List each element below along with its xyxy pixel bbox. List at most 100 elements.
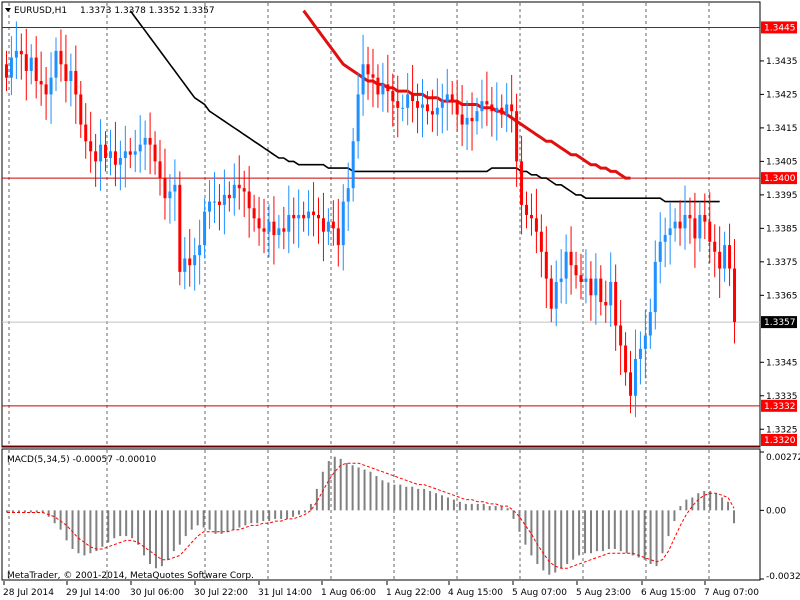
macd-histogram-bar (351, 465, 354, 511)
macd-histogram-bar (613, 510, 616, 549)
collapse-arrow-icon[interactable] (5, 8, 11, 12)
candle-body (703, 214, 707, 222)
macd-histogram-bar (166, 510, 169, 560)
macd-histogram-bar (578, 510, 581, 556)
candle-body (193, 255, 197, 266)
macd-histogram-bar (584, 510, 587, 554)
candle-body (554, 281, 558, 309)
vertical-grid (8, 3, 710, 579)
candle-body (178, 184, 182, 272)
candle-body (421, 104, 425, 108)
candle-body (470, 117, 474, 122)
candle-body (733, 268, 737, 323)
candle-body (663, 235, 667, 242)
macd-histogram-bar (464, 503, 467, 511)
macd-histogram-bar (268, 510, 271, 522)
candle-body (515, 111, 519, 162)
time-tick-label: 4 Aug 15:00 (448, 588, 503, 598)
candle-body (123, 151, 127, 159)
candle-body (326, 221, 330, 232)
macd-histogram-bar (512, 510, 515, 519)
macd-histogram-bar (470, 503, 473, 511)
macd-histogram-bar (107, 510, 110, 543)
macd-histogram-bar (393, 484, 396, 511)
macd-histogram-bar (131, 510, 134, 539)
candle-body (158, 161, 162, 179)
time-tick-label: 5 Aug 23:00 (576, 588, 631, 598)
candle-body (113, 151, 117, 165)
candle-body (257, 218, 261, 229)
current-price-tag (761, 316, 797, 329)
candle-body (29, 57, 33, 71)
candle-body (44, 84, 48, 95)
macd-histogram-bar (143, 510, 146, 556)
macd-histogram-bar (452, 499, 455, 511)
time-tick-label: 1 Aug 06:00 (321, 588, 376, 598)
candlesticks (4, 21, 737, 418)
macd-histogram-bar (172, 510, 175, 552)
macd-histogram-bar (35, 510, 38, 513)
candle-body (713, 241, 717, 252)
macd-histogram-bar (11, 510, 14, 513)
candle-body (69, 70, 73, 82)
candle-body (510, 104, 514, 112)
candle-body (272, 221, 276, 236)
candle-body (480, 101, 484, 112)
time-tick-label: 6 Aug 15:00 (641, 588, 696, 598)
candle-body (104, 144, 108, 159)
time-tick-label: 30 Jul 06:00 (130, 588, 184, 598)
candle-body (108, 151, 112, 159)
candle-body (678, 221, 682, 229)
candle-body (643, 335, 647, 349)
candle-body (237, 184, 241, 189)
candle-body (64, 64, 68, 82)
macd-histogram-bar (357, 467, 360, 511)
candle-body (401, 107, 405, 109)
macd-histogram-bar (387, 482, 390, 511)
macd-histogram-bar (709, 491, 712, 511)
candle-body (435, 107, 439, 115)
macd-histogram-bar (309, 503, 312, 511)
macd-histogram-bar (125, 510, 128, 537)
candle-body (321, 218, 325, 232)
macd-histogram-bar (381, 480, 384, 511)
candle-body (490, 104, 494, 112)
candle-body (227, 194, 231, 199)
candle-body (361, 64, 365, 95)
candle-body (307, 211, 311, 219)
macd-histogram-bar (715, 493, 718, 511)
price-tick-label: 1.3365 (766, 291, 798, 301)
candle-body (163, 178, 167, 199)
candle-body (549, 278, 553, 309)
candle-body (520, 161, 524, 205)
macd-histogram-bar (721, 497, 724, 511)
level-price-tag (761, 21, 797, 34)
macd-histogram-bar (417, 488, 420, 511)
candle-body (262, 228, 266, 232)
fast-moving-average-line (129, 10, 720, 203)
macd-histogram-bar (303, 510, 306, 513)
candle-body (9, 57, 13, 78)
macd-histogram-bar (476, 503, 479, 511)
macd-histogram-bar (423, 488, 426, 511)
candle-body (316, 214, 320, 219)
macd-label: MACD(5,34,5) -0.00057 -0.00010 (7, 455, 157, 465)
macd-histogram-bar (518, 510, 521, 532)
candle-body (34, 57, 38, 82)
candle-body (609, 281, 613, 306)
symbol-label: EURUSD,H1 (14, 6, 67, 16)
macd-histogram-bar (315, 488, 318, 511)
candle-body (138, 144, 142, 152)
candle-body (153, 144, 157, 162)
macd-histogram-bar (149, 510, 152, 564)
candle-body (203, 211, 207, 246)
macd-histogram-bar (566, 510, 569, 564)
candle-body (450, 94, 454, 102)
candle-body (188, 258, 192, 266)
price-tick-label: 1.3335 (766, 392, 798, 402)
price-tick-label: 1.3385 (766, 224, 798, 234)
price-tick-label: 1.3395 (766, 191, 798, 201)
macd-histogram-bar (607, 510, 610, 549)
candle-body (638, 348, 642, 359)
